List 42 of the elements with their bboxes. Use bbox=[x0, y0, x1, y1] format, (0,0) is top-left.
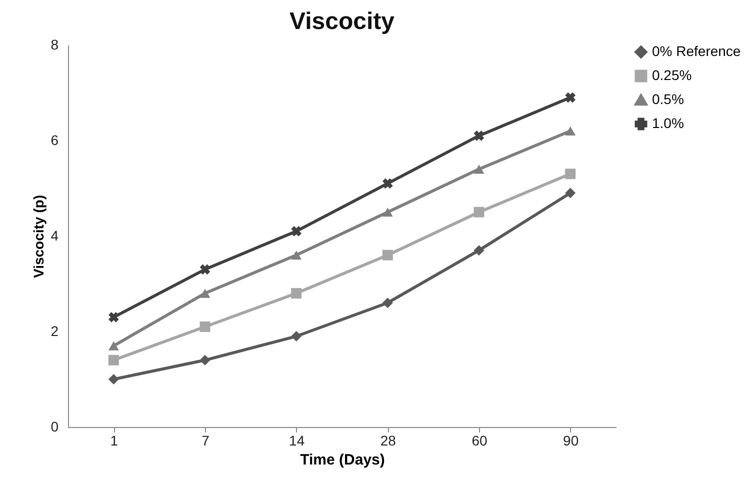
x-tick-label: 60 bbox=[472, 432, 488, 448]
point bbox=[565, 126, 576, 136]
legend-label: 0.25% bbox=[652, 67, 692, 83]
y-tick-label: 4 bbox=[50, 228, 59, 244]
x-axis-title: Time (Days) bbox=[300, 452, 385, 468]
point bbox=[108, 374, 119, 384]
point bbox=[474, 130, 484, 141]
y-axis-title: Viscocity (p) bbox=[30, 195, 47, 278]
y-tick-label: 6 bbox=[50, 132, 59, 148]
point bbox=[474, 245, 484, 256]
point bbox=[200, 354, 210, 366]
point bbox=[200, 321, 210, 332]
point bbox=[382, 178, 393, 189]
chart-title: Viscocity bbox=[290, 8, 396, 35]
point bbox=[108, 341, 119, 350]
point bbox=[108, 354, 119, 366]
x-tick-label: 7 bbox=[202, 432, 210, 448]
x-tick-label: 90 bbox=[563, 432, 579, 448]
legend-label: 0.5% bbox=[652, 91, 684, 107]
point bbox=[565, 92, 576, 103]
point bbox=[291, 288, 302, 299]
legend-label: 1.0% bbox=[652, 115, 684, 131]
point bbox=[382, 250, 393, 260]
point bbox=[382, 298, 393, 308]
point bbox=[291, 250, 302, 260]
y-tick-label: 2 bbox=[50, 323, 59, 339]
point bbox=[565, 168, 576, 180]
point bbox=[382, 208, 393, 217]
x-tick-label: 1 bbox=[110, 432, 118, 448]
x-tick-label: 28 bbox=[380, 432, 396, 448]
point bbox=[200, 288, 210, 298]
point bbox=[291, 226, 302, 236]
x-tick-label: 14 bbox=[289, 432, 305, 448]
point bbox=[565, 188, 576, 198]
legend-label: 0% Reference bbox=[652, 43, 741, 59]
point bbox=[474, 164, 484, 174]
point bbox=[474, 206, 484, 218]
point bbox=[108, 312, 119, 322]
point bbox=[200, 264, 210, 275]
y-tick-label: 8 bbox=[50, 36, 59, 52]
y-tick-label: 0 bbox=[50, 418, 59, 434]
point bbox=[291, 331, 302, 342]
